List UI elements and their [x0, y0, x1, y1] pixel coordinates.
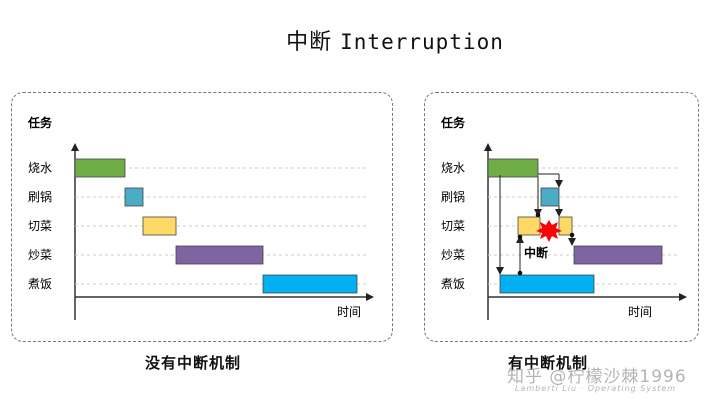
right-task-label: 烧水 [441, 161, 465, 175]
left-panel-caption: 没有中断机制 [145, 354, 242, 372]
left-task-label: 切菜 [28, 219, 52, 233]
junction-dot [517, 270, 523, 276]
right-x-axis-label: 时间 [628, 305, 652, 319]
right-bar-cook-rice [499, 274, 595, 294]
right-task-label: 煮饭 [441, 277, 465, 291]
left-task-label: 炒菜 [28, 248, 52, 262]
left-task-label: 烧水 [28, 161, 52, 175]
left-task-label: 煮饭 [28, 277, 52, 291]
watermark: 知乎 @柠檬沙棘1996 [507, 367, 687, 387]
left-bar-stir-fry [175, 245, 264, 265]
right-y-axis-label: 任务 [440, 115, 466, 130]
junction-dot [535, 212, 541, 218]
watermark-subtitle: Lamberti Liu · Operating System [515, 384, 677, 393]
junction-dot [517, 234, 523, 240]
right-bar-wash-wok [540, 187, 560, 207]
interrupt-label: 中断 [524, 245, 548, 260]
right-bar-boil-water [487, 158, 539, 178]
right-bar-cut-veg-part1 [517, 216, 541, 236]
left-x-axis-label: 时间 [337, 305, 361, 319]
left-bar-cook-rice [262, 274, 358, 294]
page-title: 中断 Interruption [0, 24, 720, 56]
left-bar-cut-veg [142, 216, 177, 236]
right-task-label: 炒菜 [441, 248, 465, 262]
left-task-label: 刷锅 [28, 189, 52, 204]
junction-dot [569, 232, 575, 238]
right-task-label: 刷锅 [441, 189, 465, 204]
right-panel-caption: 有中断机制 [508, 354, 589, 372]
left-y-axis-label: 任务 [27, 115, 53, 130]
left-bar-wash-wok [124, 187, 144, 207]
title-en: Interruption [340, 30, 504, 54]
interrupt-burst-icon [536, 220, 562, 242]
title-cn: 中断 [286, 30, 333, 55]
right-task-label: 切菜 [441, 219, 465, 233]
right-bar-stir-fry [573, 245, 663, 265]
right-bar-cut-veg-part2 [558, 216, 573, 236]
left-bar-boil-water [74, 158, 126, 178]
